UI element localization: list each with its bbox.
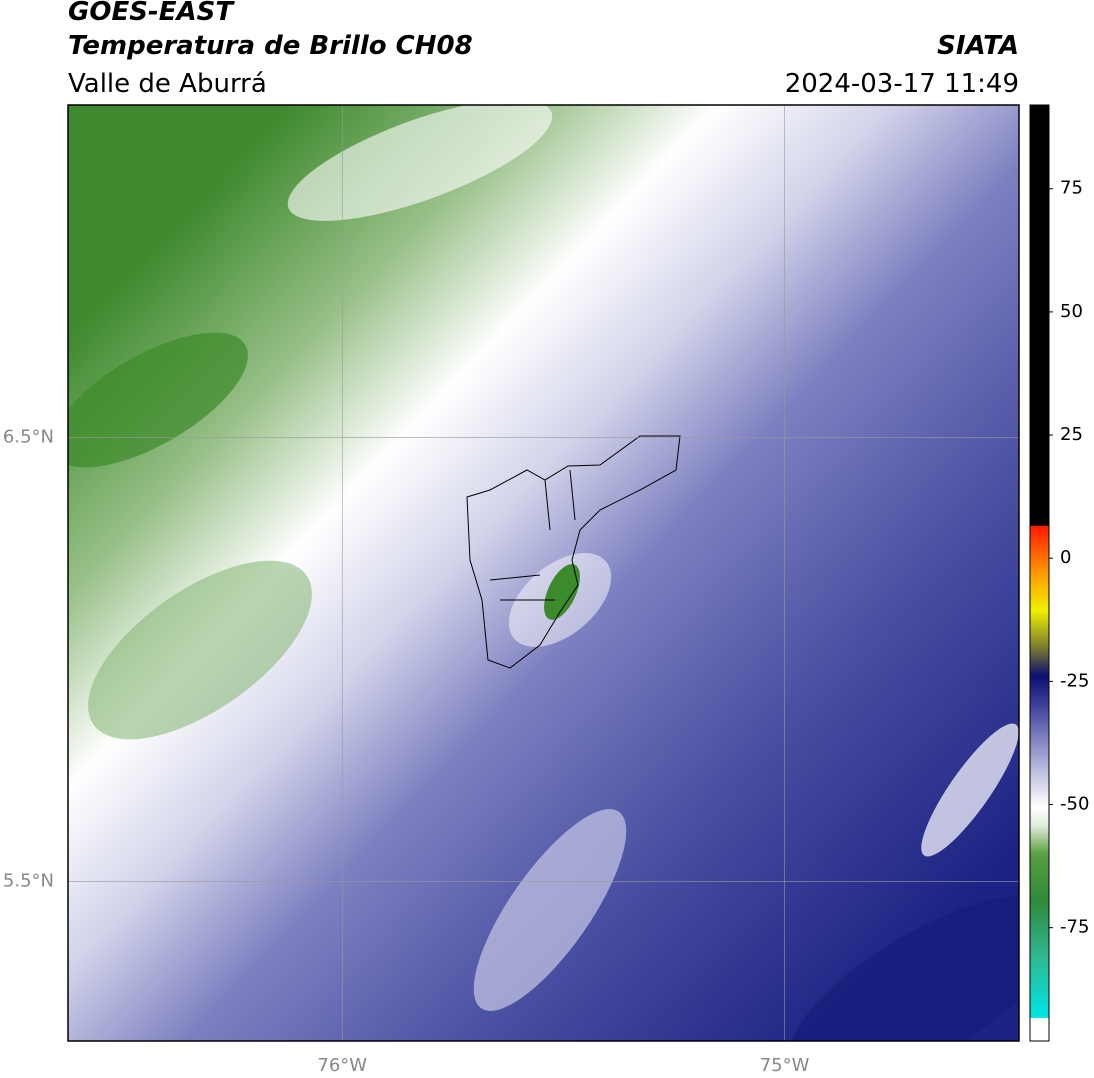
- colorbar-tick-label: 75: [1060, 178, 1083, 199]
- y-tick-label: 5.5°N: [3, 870, 54, 891]
- colorbar: [1029, 104, 1050, 1042]
- colorbar-tick-label: 25: [1060, 424, 1083, 445]
- x-tick-label: 76°W: [317, 1055, 367, 1076]
- colorbar-tick-label: -75: [1060, 917, 1089, 938]
- source: SIATA: [937, 31, 1019, 61]
- region: Valle de Aburrá: [68, 69, 267, 99]
- x-tick-label: 75°W: [760, 1055, 810, 1076]
- map-frame: [67, 104, 1020, 1042]
- datetime: 2024-03-17 11:49: [785, 69, 1019, 99]
- colorbar-tick-label: -50: [1060, 794, 1089, 815]
- grid: [68, 105, 1019, 1041]
- colorbar-tick-label: -25: [1060, 670, 1089, 691]
- colorbar-tick-label: 0: [1060, 547, 1071, 568]
- y-tick-label: 6.5°N: [3, 427, 54, 448]
- satellite-image: [68, 105, 1019, 1041]
- colorbar-tick-label: 50: [1060, 301, 1083, 322]
- subtitle: Temperatura de Brillo CH08: [68, 31, 473, 61]
- title: GOES-EAST: [68, 0, 235, 27]
